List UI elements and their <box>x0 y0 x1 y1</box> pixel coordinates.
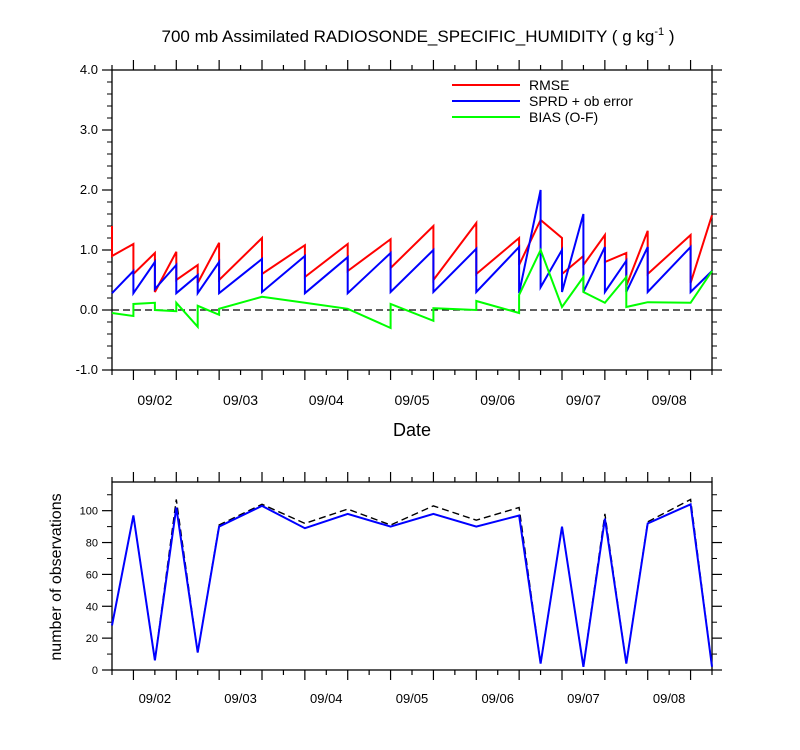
top-xtick-label: 09/02 <box>137 392 172 408</box>
top-plot-frame <box>111 69 713 371</box>
bottom-ytick-label: 0 <box>92 665 98 677</box>
bottom-xtick-label: 09/02 <box>139 691 172 706</box>
legend-label: RMSE <box>529 77 569 93</box>
top-ytick-label: 3.0 <box>80 122 98 137</box>
bottom-ytick-label: 20 <box>86 633 98 645</box>
assimilated-observations-line <box>111 502 713 667</box>
bottom-xtick-label: 09/08 <box>653 691 686 706</box>
top-chart-title: 700 mb Assimilated RADIOSONDE_SPECIFIC_H… <box>162 26 675 46</box>
bottom-ytick-label: 80 <box>86 538 98 550</box>
bottom-xtick-label: 09/03 <box>224 691 257 706</box>
bottom-plot-frame <box>111 481 713 671</box>
top-xtick-label: 09/06 <box>480 392 515 408</box>
bottom-xtick-label: 09/04 <box>310 691 343 706</box>
top-xtick-label: 09/07 <box>566 392 601 408</box>
top-ytick-label: 0.0 <box>80 302 98 317</box>
bottom-yaxis-label: number of observations <box>48 493 65 660</box>
series-line-sprd-ob-error <box>111 189 713 297</box>
top-ytick-label: 1.0 <box>80 242 98 257</box>
possible-observations-line <box>111 498 713 667</box>
bottom-ytick-label: 40 <box>86 601 98 613</box>
bottom-xtick-label: 09/07 <box>567 691 600 706</box>
bottom-xtick-label: 09/06 <box>481 691 514 706</box>
legend-label: BIAS (O-F) <box>529 109 598 125</box>
top-ytick-label: 4.0 <box>80 62 98 77</box>
top-xtick-label: 09/03 <box>223 392 258 408</box>
top-xtick-label: 09/08 <box>652 392 687 408</box>
top-xaxis-label: Date <box>393 420 431 440</box>
series-line-rmse <box>111 214 713 293</box>
top-xtick-label: 09/05 <box>394 392 429 408</box>
bottom-ytick-label: 60 <box>86 569 98 581</box>
legend-label: SPRD + ob error <box>529 93 633 109</box>
bottom-panel: 100 80 60 40 20 0 09/02 09/03 09/04 09/05 09/06 09/… <box>80 472 722 706</box>
series-line-bias-o-f <box>111 247 713 330</box>
bottom-xtick-label: 09/05 <box>396 691 429 706</box>
top-ytick-label: 2.0 <box>80 182 98 197</box>
top-ytick-label: -1.0 <box>76 362 98 377</box>
top-panel: 4.0 3.0 2.0 1.0 0.0 -1.0 09/02 09/03 09/04 09/05 0… <box>76 60 722 408</box>
top-xtick-label: 09/04 <box>309 392 344 408</box>
bottom-ytick-label: 100 <box>80 506 98 518</box>
